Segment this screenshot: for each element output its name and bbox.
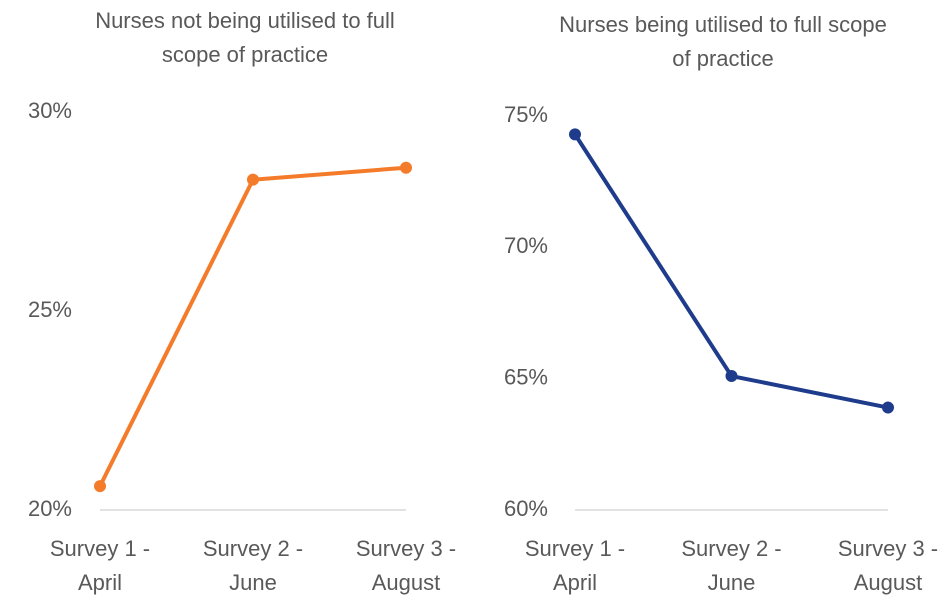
y-tick-label: 75% bbox=[504, 102, 548, 127]
y-tick-label: 60% bbox=[504, 496, 548, 521]
y-tick-label: 65% bbox=[504, 364, 548, 389]
x-tick-label: Survey 3 - August bbox=[355, 536, 457, 595]
x-tick-label: Survey 3 - August bbox=[837, 536, 939, 595]
y-tick-label: 30% bbox=[28, 98, 72, 123]
point bbox=[400, 161, 412, 174]
y-tick-label: 20% bbox=[28, 496, 72, 521]
chart-title: Nurses not being utilised to full scope … bbox=[95, 8, 395, 67]
x-tick-label: Survey 1 - April bbox=[524, 536, 626, 595]
y-tick-label: 70% bbox=[504, 233, 548, 258]
point bbox=[247, 173, 259, 186]
point bbox=[725, 370, 738, 383]
y-tick-label: 25% bbox=[28, 297, 72, 322]
chart-title: Nurses being utilised to full scope of p… bbox=[559, 12, 887, 71]
point bbox=[569, 128, 581, 141]
x-tick-label: Survey 2 - June bbox=[202, 536, 304, 595]
x-tick-label: Survey 2 - June bbox=[681, 536, 782, 595]
point bbox=[94, 480, 106, 493]
point bbox=[882, 401, 894, 414]
series-line bbox=[98, 165, 407, 488]
series-line bbox=[573, 133, 889, 410]
x-tick-label: Survey 1 - April bbox=[49, 536, 151, 595]
